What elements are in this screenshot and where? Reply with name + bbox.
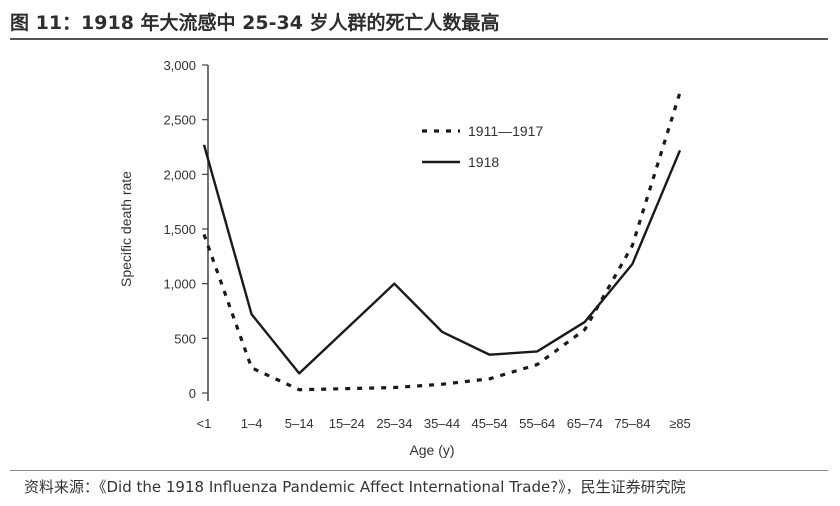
series-layer <box>202 91 682 392</box>
y-tick-label: 3,000 <box>163 58 196 73</box>
series-line-2 <box>202 144 682 375</box>
y-axis-ticks: 0 500 1,000 1,500 2,000 2,500 3,000 <box>163 58 208 401</box>
x-tick-label: 65–74 <box>567 416 603 431</box>
figure-title: 图 11：1918 年大流感中 25-34 岁人群的死亡人数最高 <box>10 12 500 34</box>
x-tick-label: 45–54 <box>472 416 508 431</box>
y-tick-label: 2,500 <box>163 113 196 128</box>
x-tick-label: ≥85 <box>669 416 691 431</box>
x-axis-ticks: <1 1–4 5–14 15–24 25–34 35–44 45–54 55–64 65–74 7… <box>197 416 691 431</box>
line-chart: 0 500 1,000 1,500 2,000 2,500 3,000 <1 1–4 5–14 1… <box>118 58 691 458</box>
y-tick-label: 1,500 <box>163 222 196 237</box>
legend-label: 1918 <box>468 154 499 170</box>
footer-divider <box>10 470 828 471</box>
x-axis-label: Age (y) <box>409 442 454 458</box>
x-tick-label: 25–34 <box>376 416 412 431</box>
x-tick-label: 35–44 <box>424 416 460 431</box>
source-note: 资料来源：《Did the 1918 Influenza Pandemic Af… <box>24 478 686 496</box>
x-tick-label: 15–24 <box>329 416 365 431</box>
y-tick-label: 2,000 <box>163 167 196 182</box>
y-axis-label: Specific death rate <box>118 171 134 287</box>
x-tick-label: 1–4 <box>241 416 263 431</box>
x-tick-label: 5–14 <box>285 416 314 431</box>
y-tick-label: 1,000 <box>163 277 196 292</box>
title-divider <box>10 38 828 40</box>
legend: 1911—1917 1918 <box>422 123 543 170</box>
series-line-1 <box>202 91 682 392</box>
y-tick-label: 0 <box>189 386 196 401</box>
legend-label: 1911—1917 <box>468 123 543 139</box>
x-tick-label: 55–64 <box>519 416 555 431</box>
x-tick-label: 75–84 <box>614 416 650 431</box>
y-tick-label: 500 <box>174 331 196 346</box>
x-tick-label: <1 <box>197 416 212 431</box>
